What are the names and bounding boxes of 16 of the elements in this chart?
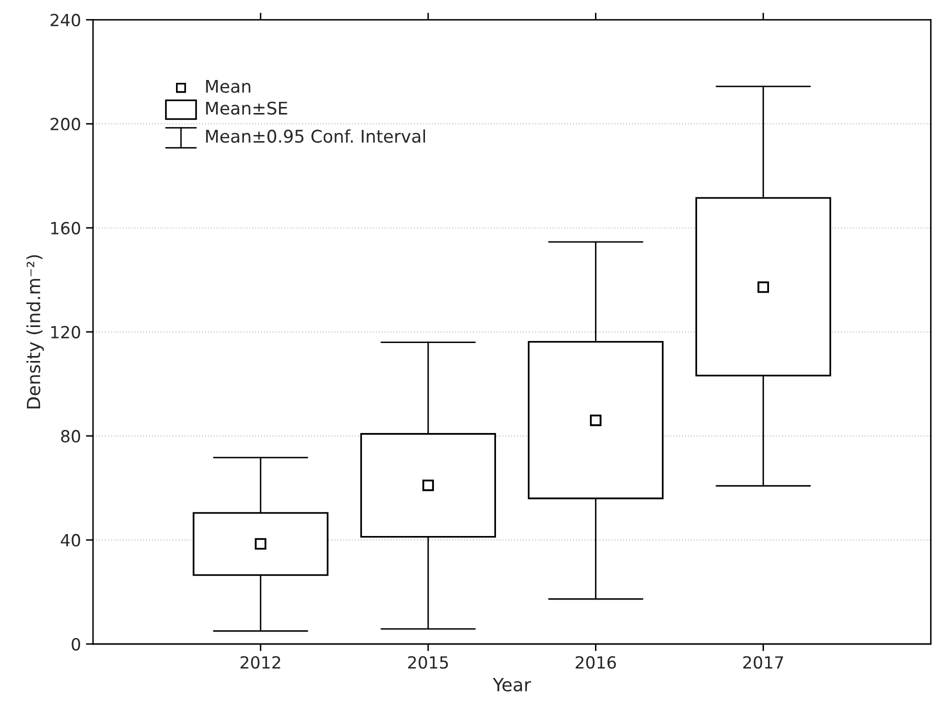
- annotation: Mean±0.95 Conf. Interval: [206, 129, 425, 143]
- y-axis-title: Density (ind.m⁻²): [26, 255, 44, 408]
- annotation: Mean: [206, 80, 250, 93]
- y-tick-label: 240: [50, 14, 80, 26]
- y-tick-label: 0: [72, 638, 80, 651]
- y-tick-label: 40: [60, 534, 80, 547]
- y-tick-label: 160: [51, 222, 80, 234]
- annotation: Mean±SE: [206, 102, 288, 115]
- y-tick-label: 120: [51, 326, 80, 338]
- x-tick-label: 2016: [576, 656, 616, 669]
- x-tick-label: 2017: [743, 656, 784, 669]
- y-tick-label: 80: [61, 430, 80, 443]
- x-tick-label: 2015: [408, 656, 448, 669]
- x-tick-label: 2012: [240, 656, 280, 669]
- y-tick-label: 200: [50, 118, 80, 130]
- x-axis-title: Year: [492, 678, 532, 692]
